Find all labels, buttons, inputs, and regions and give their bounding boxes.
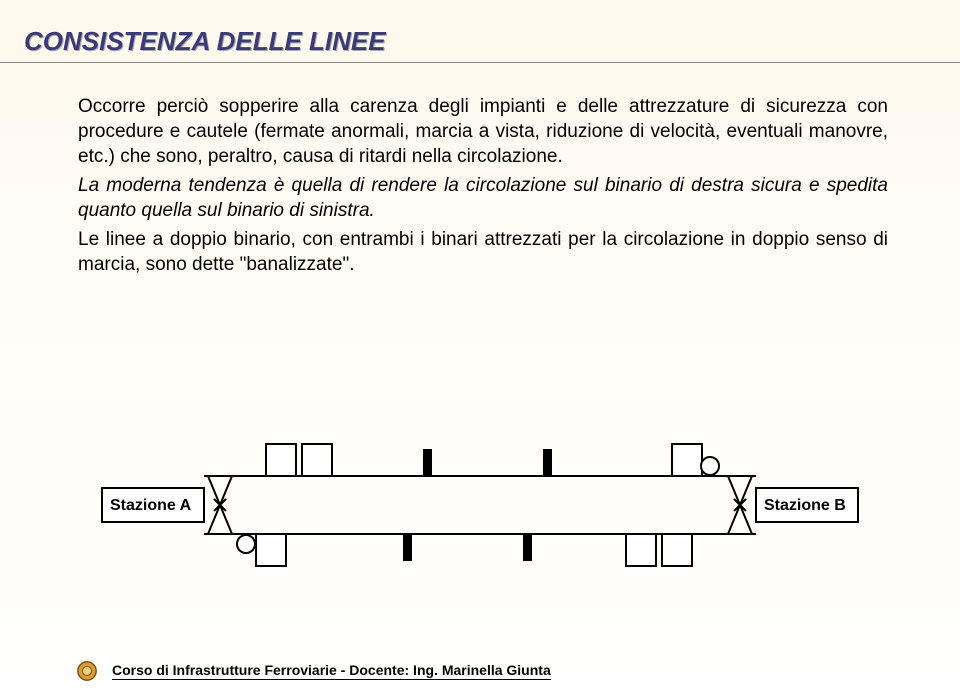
paragraph-3: Le linee a doppio binario, con entrambi … xyxy=(78,227,888,277)
page-title: CONSISTENZA DELLE LINEE xyxy=(24,26,386,57)
paragraph-1: Occorre perciò sopperire alla carenza de… xyxy=(78,94,888,169)
svg-text:Stazione B: Stazione B xyxy=(764,497,846,514)
track-diagram-svg: Stazione A Stazione B xyxy=(90,430,870,610)
body-text: Occorre perciò sopperire alla carenza de… xyxy=(78,94,888,282)
seal-icon xyxy=(76,660,98,682)
track-diagram: Stazione A Stazione B xyxy=(90,430,870,610)
footer: Corso di Infrastrutture Ferroviarie - Do… xyxy=(0,660,960,682)
title-underline xyxy=(0,62,960,63)
svg-text:Stazione A: Stazione A xyxy=(110,497,192,514)
paragraph-2: La moderna tendenza è quella di rendere … xyxy=(78,173,888,223)
footer-text: Corso di Infrastrutture Ferroviarie - Do… xyxy=(112,662,551,680)
